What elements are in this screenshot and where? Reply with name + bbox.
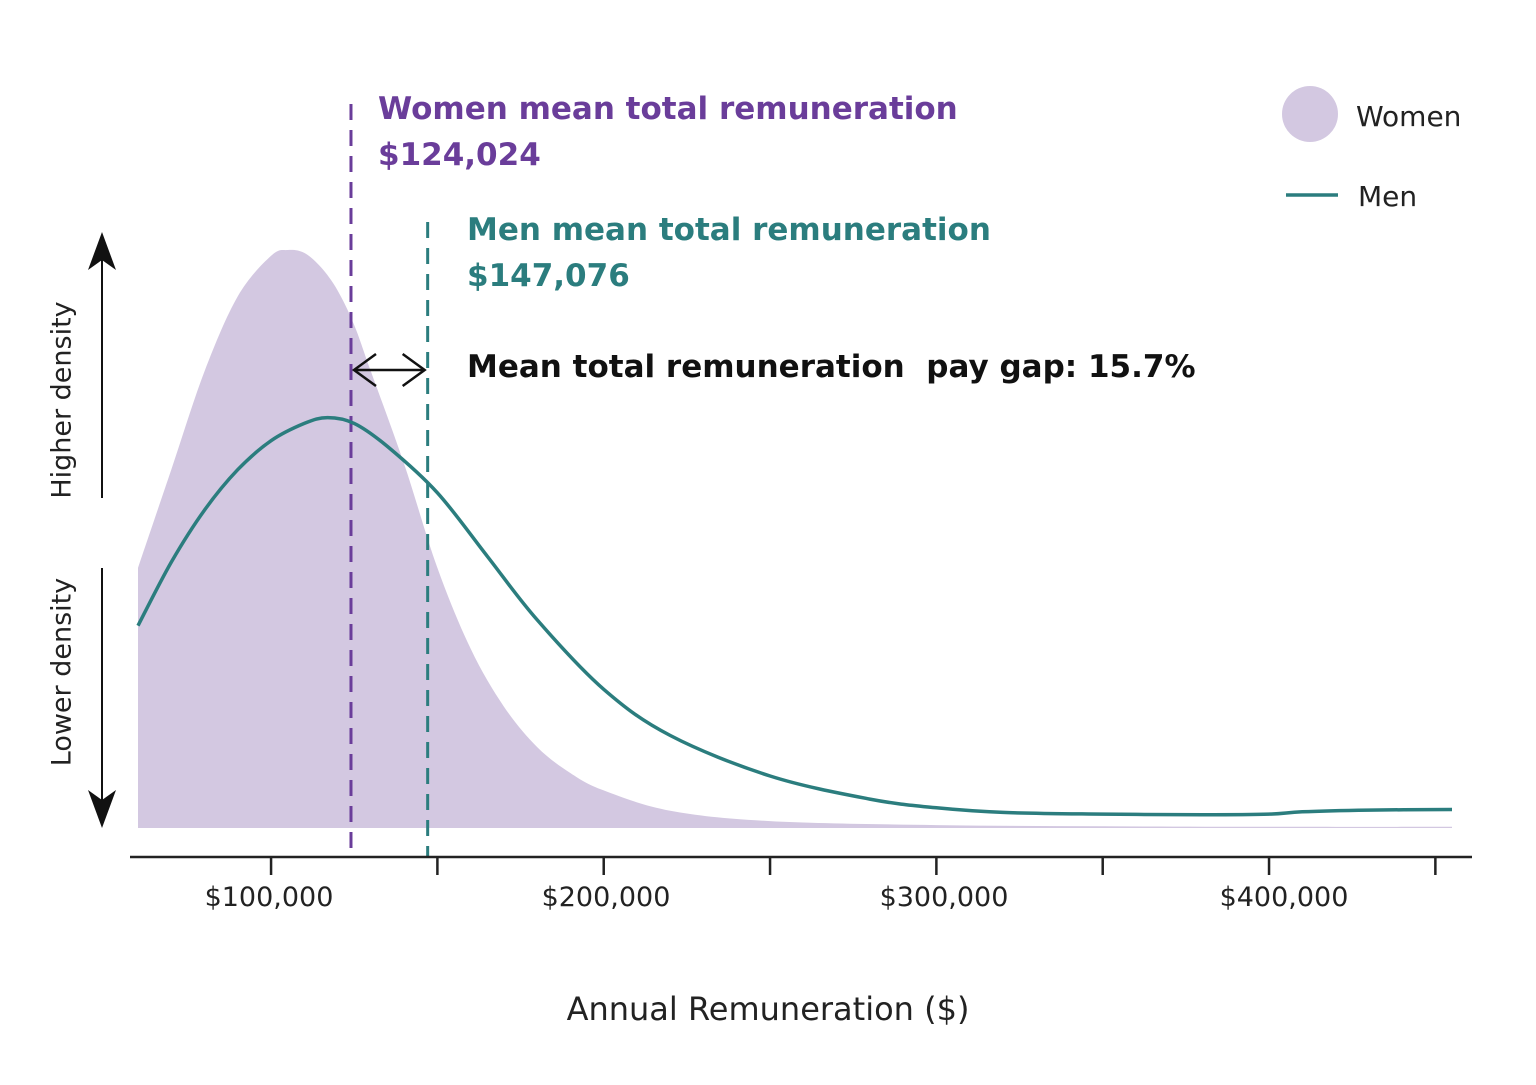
legend-label-women: Women [1356, 100, 1462, 133]
men-density-line [136, 415, 1453, 817]
gap-arrow-right-head [401, 352, 427, 388]
gap-arrow-left-head [351, 352, 377, 388]
legend-women-marker [1282, 86, 1338, 142]
men-mean-label: Men mean total remuneration [467, 212, 991, 248]
y-arrow-up-head [88, 232, 116, 270]
pay-gap-annotation: Mean total remuneration pay gap: 15.7% [467, 349, 1196, 385]
women-density-area [138, 249, 1452, 828]
men-mean-value: $147,076 [467, 258, 630, 294]
y-arrow-down-head [88, 790, 116, 828]
x-tick-label: $100,000 [204, 882, 334, 913]
x-tick-label: $300,000 [879, 882, 1009, 913]
women-mean-label: Women mean total remuneration [378, 91, 958, 127]
legend-label-men: Men [1358, 180, 1418, 213]
y-label-lower-density: Lower density [46, 577, 78, 767]
x-axis-title: Annual Remuneration ($) [566, 990, 970, 1028]
x-tick-label: $400,000 [1219, 882, 1349, 913]
women-mean-value: $124,024 [378, 137, 541, 173]
y-label-higher-density: Higher density [46, 301, 78, 499]
x-tick-label: $200,000 [541, 882, 671, 913]
